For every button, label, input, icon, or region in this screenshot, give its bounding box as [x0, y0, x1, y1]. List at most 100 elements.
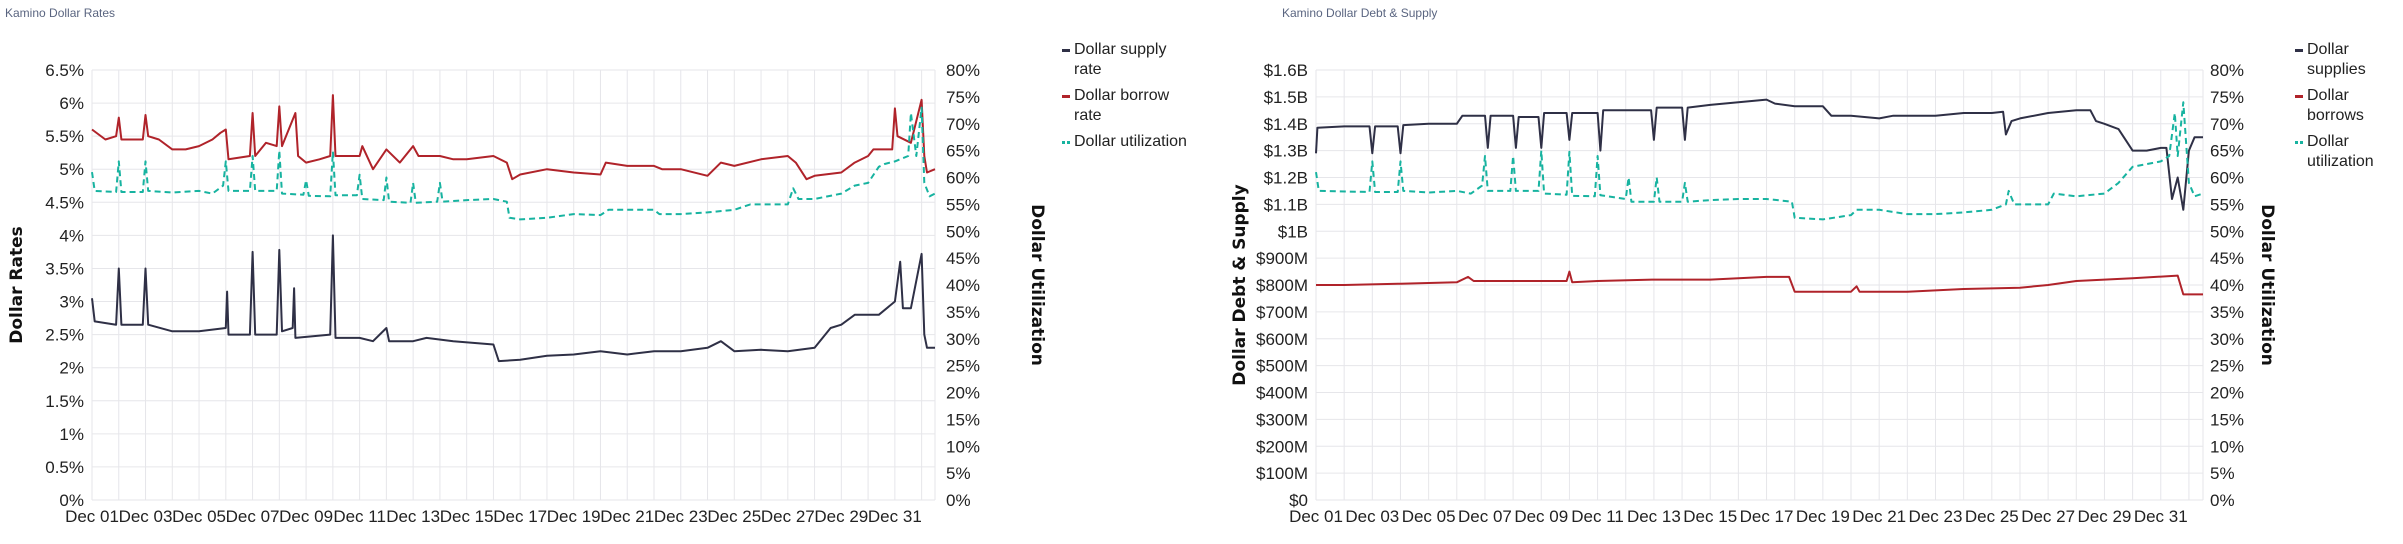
x-tick-label: Dec 07 [1458, 507, 1512, 526]
y-tick-label: $700M [1256, 303, 1308, 322]
y-axis-title: Dollar Debt & Supply [1230, 184, 1250, 385]
y2-tick-label: 0% [2210, 491, 2235, 510]
y-tick-label: $400M [1256, 384, 1308, 403]
x-tick-label: Dec 09 [279, 507, 333, 526]
y-tick-label: 1.5% [45, 392, 84, 411]
y-tick-label: 6.5% [45, 61, 84, 80]
y-axis-title: Dollar Rates [7, 226, 27, 344]
x-tick-label: Dec 15 [440, 507, 494, 526]
y2-tick-label: 75% [2210, 88, 2244, 107]
y-tick-label: 5.5% [45, 127, 84, 146]
x-tick-label: Dec 11 [1571, 507, 1624, 526]
y2-tick-label: 60% [2210, 169, 2244, 188]
legend-label: Dollar borrow rate [1074, 87, 1170, 124]
x-tick-label: Dec 11 [333, 507, 386, 526]
y-tick-label: 2.5% [45, 326, 84, 345]
x-tick-label: Dec 21 [600, 507, 654, 526]
y-tick-label: 4.5% [45, 193, 84, 212]
y2-tick-label: 70% [946, 115, 980, 134]
y2-tick-label: 80% [2210, 61, 2244, 80]
y-tick-label: 0.5% [45, 458, 84, 477]
y2-axis-title: Dollar Utilization [1027, 204, 1047, 366]
chart-1: $0 $100M $200M $300M $400M $500M $600M $700M $80… [1230, 61, 2277, 526]
x-tick-label: Dec 15 [1683, 507, 1737, 526]
y-tick-label: $300M [1256, 410, 1308, 429]
y2-tick-label: 10% [946, 437, 980, 456]
x-tick-label: Dec 03 [119, 507, 173, 526]
series-line-dollar-supply-rate [91, 234, 935, 363]
x-tick-label: Dec 29 [814, 507, 868, 526]
y2-tick-label: 45% [946, 249, 980, 268]
y-tick-label: 5% [59, 160, 84, 179]
legend-label: Dollar utilization [1074, 133, 1187, 150]
x-tick-label: Dec 25 [707, 507, 761, 526]
series-line-dollar-borrows [1316, 270, 2203, 296]
y-tick-label: $800M [1256, 276, 1308, 295]
y2-tick-label: 5% [946, 464, 971, 483]
y2-tick-label: 35% [946, 303, 980, 322]
y-tick-label: 4% [59, 226, 84, 245]
y2-tick-label: 40% [946, 276, 980, 295]
legend-swatch [2295, 95, 2303, 98]
series-line-dollar-supplies [1315, 98, 2203, 211]
x-tick-label: Dec 17 [1740, 507, 1794, 526]
y2-tick-label: 15% [946, 410, 980, 429]
legend-swatch [1062, 141, 1070, 144]
y2-tick-label: 65% [2210, 142, 2244, 161]
series-line-dollar-utilization [91, 106, 936, 221]
legend-debt-supply: Dollar supplies Dollar borrows Dollar util… [2295, 40, 2400, 178]
legend-item[interactable]: Dollar utilization [2295, 132, 2400, 172]
y2-tick-label: 50% [946, 222, 980, 241]
y-tick-label: $1.4B [1264, 115, 1308, 134]
y2-tick-label: 80% [946, 61, 980, 80]
y-tick-label: $1B [1278, 222, 1308, 241]
legend-item[interactable]: Dollar utilization [1062, 132, 1192, 152]
y-tick-label: 0% [59, 491, 84, 510]
y2-tick-label: 5% [2210, 464, 2235, 483]
legend-item[interactable]: Dollar borrow rate [1062, 86, 1192, 126]
y2-tick-label: 60% [946, 169, 980, 188]
y2-tick-label: 20% [2210, 384, 2244, 403]
legend-item[interactable]: Dollar borrows [2295, 86, 2400, 126]
x-tick-label: Dec 05 [1402, 507, 1456, 526]
x-tick-label: Dec 23 [654, 507, 708, 526]
y2-axis-title: Dollar Utilization [2257, 204, 2277, 366]
x-tick-label: Dec 13 [386, 507, 440, 526]
x-tick-label: Dec 19 [1796, 507, 1850, 526]
y-tick-label: 3% [59, 293, 84, 312]
legend-swatch [2295, 141, 2303, 144]
legend-item[interactable]: Dollar supplies [2295, 40, 2400, 80]
legend-swatch [1062, 95, 1070, 98]
y-tick-label: $200M [1256, 437, 1308, 456]
y2-tick-label: 25% [2210, 357, 2244, 376]
series-line-dollar-borrow-rate [91, 94, 936, 181]
x-tick-label: Dec 21 [1852, 507, 1906, 526]
x-tick-label: Dec 27 [2021, 507, 2075, 526]
x-tick-label: Dec 29 [2078, 507, 2132, 526]
y-tick-label: $1.1B [1264, 195, 1308, 214]
y2-tick-label: 40% [2210, 276, 2244, 295]
y2-tick-label: 10% [2210, 437, 2244, 456]
y-tick-label: $1.2B [1264, 169, 1308, 188]
legend-swatch [1062, 49, 1070, 52]
y2-tick-label: 15% [2210, 410, 2244, 429]
y2-tick-label: 30% [2210, 330, 2244, 349]
y-tick-label: 3.5% [45, 259, 84, 278]
x-tick-label: Dec 01 [1289, 507, 1343, 526]
x-tick-label: Dec 05 [172, 507, 226, 526]
y2-tick-label: 20% [946, 384, 980, 403]
y-tick-label: 2% [59, 359, 84, 378]
legend-rates: Dollar supply rate Dollar borrow rate Doll… [1062, 40, 1192, 158]
y-tick-label: $1.6B [1264, 61, 1308, 80]
y2-tick-label: 30% [946, 330, 980, 349]
y-tick-label: 1% [59, 425, 84, 444]
legend-label: Dollar supply rate [1074, 41, 1167, 78]
y2-tick-label: 45% [2210, 249, 2244, 268]
x-tick-label: Dec 31 [868, 507, 922, 526]
legend-item[interactable]: Dollar supply rate [1062, 40, 1192, 80]
legend-swatch [2295, 49, 2303, 52]
legend-label: Dollar supplies [2307, 41, 2366, 78]
y-tick-label: $900M [1256, 249, 1308, 268]
x-tick-label: Dec 09 [1514, 507, 1568, 526]
